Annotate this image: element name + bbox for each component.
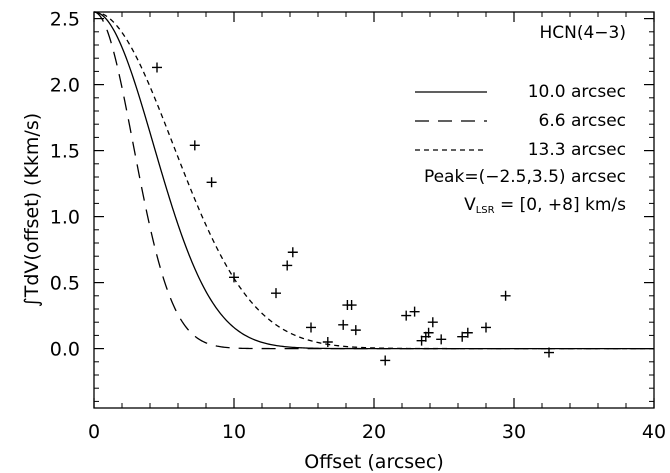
legend-label-long-dash: 6.6 arcsec <box>539 111 626 131</box>
y-tick-label: 0.0 <box>50 339 80 361</box>
x-tick-label: 40 <box>642 421 666 443</box>
x-tick-label: 0 <box>88 421 100 443</box>
legend-label-short-dash: 13.3 arcsec <box>528 140 626 160</box>
y-axis-title: ∫TdV(offset) (Kkm/s) <box>21 113 43 307</box>
legend-label-solid: 10.0 arcsec <box>528 82 626 102</box>
data-point <box>207 177 217 187</box>
peak-label: Peak=(−2.5,3.5) arcsec <box>424 167 626 187</box>
data-point <box>282 260 292 270</box>
molecule-label: HCN(4−3) <box>539 23 626 43</box>
x-tick-label: 20 <box>362 421 386 443</box>
x-axis-title: Offset (arcsec) <box>304 451 443 473</box>
data-point <box>481 322 491 332</box>
data-point <box>351 325 361 335</box>
data-point <box>152 62 162 72</box>
y-tick-label: 0.5 <box>50 273 80 295</box>
y-tick-label: 2.0 <box>50 75 80 97</box>
tick-labels: 0 10 20 30 40 0.0 0.5 1.0 1.5 2.0 2.5 <box>50 9 666 443</box>
vlsr-label: VLSR = [0, +8] km/s <box>464 195 626 216</box>
legend: HCN(4−3) 10.0 arcsec 6.6 arcsec 13.3 arc… <box>415 23 626 216</box>
data-point <box>428 317 438 327</box>
data-point <box>501 291 511 301</box>
vlsr-sub: LSR <box>476 205 495 216</box>
data-point <box>306 322 316 332</box>
data-point <box>190 140 200 150</box>
y-tick-label: 1.0 <box>50 207 80 229</box>
y-tick-label: 2.5 <box>50 9 80 31</box>
x-tick-label: 30 <box>502 421 526 443</box>
data-point <box>271 288 281 298</box>
y-tick-label: 1.5 <box>50 141 80 163</box>
x-tick-label: 10 <box>222 421 246 443</box>
vlsr-rest: = [0, +8] km/s <box>495 195 627 215</box>
vlsr-main: V <box>464 195 476 215</box>
data-point <box>338 320 348 330</box>
data-point <box>380 355 390 365</box>
data-point <box>436 334 446 344</box>
data-point <box>323 337 333 347</box>
data-point <box>288 247 298 257</box>
